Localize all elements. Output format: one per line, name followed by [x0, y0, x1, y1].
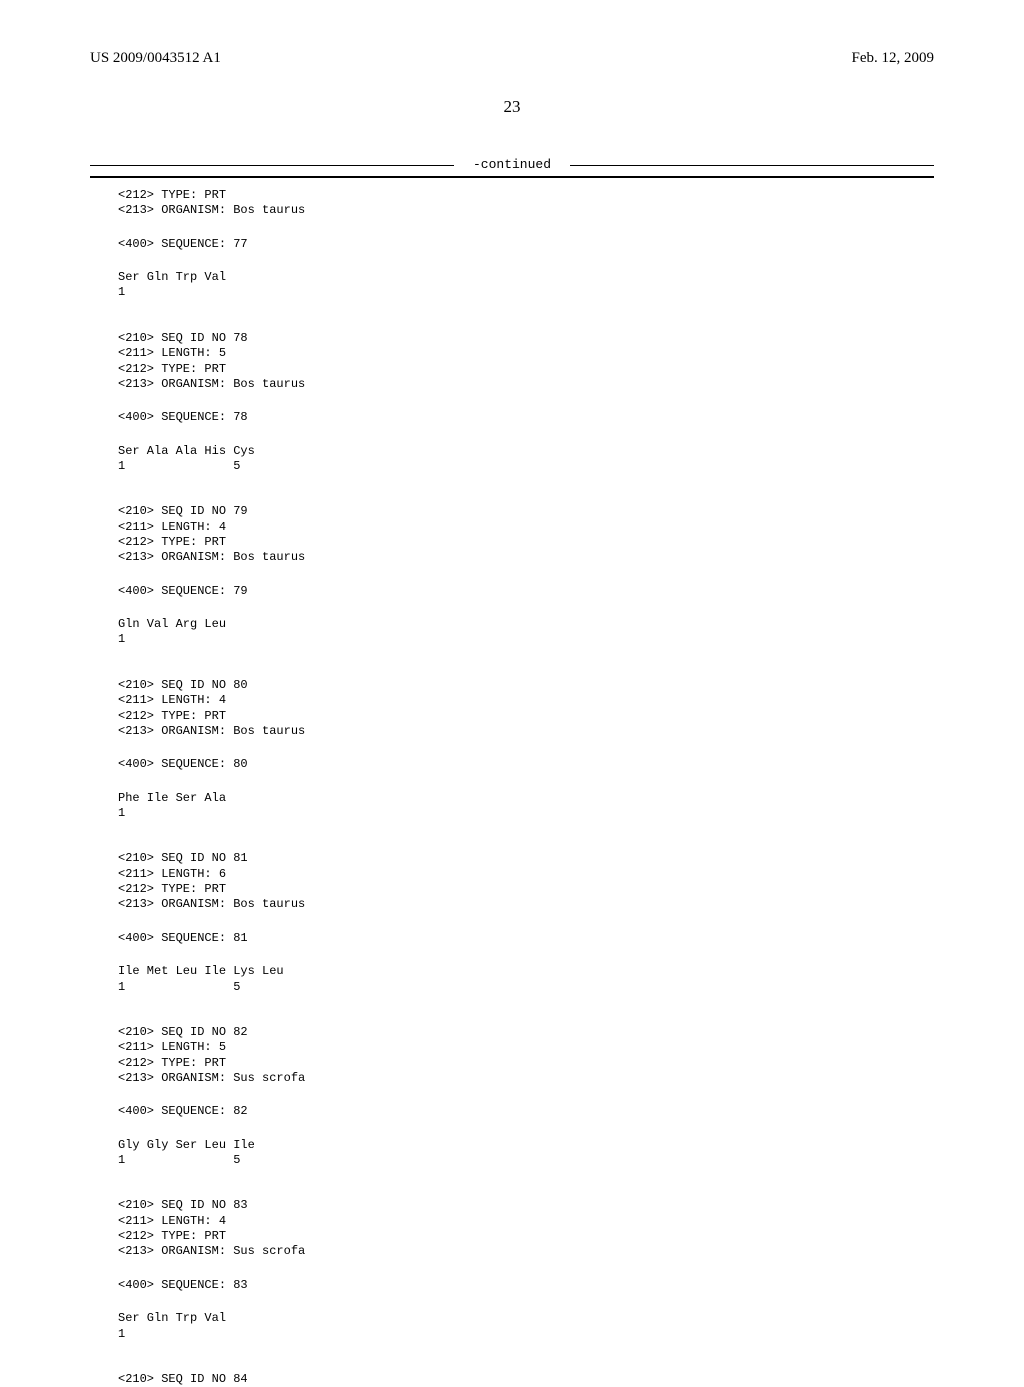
- seq-entry-residues: Gly Gly Ser Leu Ile 1 5: [118, 1138, 934, 1169]
- seq-entry-residues: Ser Gln Trp Val 1: [118, 270, 934, 301]
- continued-divider: -continued: [90, 157, 934, 172]
- listing-top-rule: [90, 176, 934, 178]
- seq-entry-tags: <210> SEQ ID NO 83 <211> LENGTH: 4 <212>…: [118, 1198, 934, 1259]
- seq-entry-residues: Ser Ala Ala His Cys 1 5: [118, 444, 934, 475]
- seq-entry-residues: Ile Met Leu Ile Lys Leu 1 5: [118, 964, 934, 995]
- seq-entry-sequence-line: <400> SEQUENCE: 80: [118, 757, 934, 772]
- seq-entry-tags: <210> SEQ ID NO 78 <211> LENGTH: 5 <212>…: [118, 331, 934, 392]
- seq-entry-sequence-line: <400> SEQUENCE: 77: [118, 237, 934, 252]
- seq-entry-sequence-line: <400> SEQUENCE: 81: [118, 931, 934, 946]
- seq-entry-sequence-line: <400> SEQUENCE: 78: [118, 410, 934, 425]
- publication-date: Feb. 12, 2009: [852, 50, 935, 67]
- seq-entry-tags: <210> SEQ ID NO 81 <211> LENGTH: 6 <212>…: [118, 851, 934, 912]
- seq-entry-tags: <210> SEQ ID NO 82 <211> LENGTH: 5 <212>…: [118, 1025, 934, 1086]
- seq-entry-sequence-line: <400> SEQUENCE: 79: [118, 584, 934, 599]
- continued-label: -continued: [90, 157, 934, 172]
- seq-entry-residues: Gln Val Arg Leu 1: [118, 617, 934, 648]
- seq-entry-residues: Ser Gln Trp Val 1: [118, 1311, 934, 1342]
- page-header: US 2009/0043512 A1 Feb. 12, 2009: [90, 50, 934, 67]
- page-number: 23: [90, 97, 934, 117]
- seq-entry-tags: <210> SEQ ID NO 79 <211> LENGTH: 4 <212>…: [118, 504, 934, 565]
- seq-entry-sequence-line: <400> SEQUENCE: 83: [118, 1278, 934, 1293]
- sequence-listing: <212> TYPE: PRT <213> ORGANISM: Bos taur…: [90, 188, 934, 1387]
- seq-entry-tags: <212> TYPE: PRT <213> ORGANISM: Bos taur…: [118, 188, 934, 219]
- seq-entry-residues: Phe Ile Ser Ala 1: [118, 791, 934, 822]
- seq-entry-tags: <210> SEQ ID NO 84: [118, 1372, 934, 1387]
- publication-number: US 2009/0043512 A1: [90, 50, 221, 67]
- seq-entry-sequence-line: <400> SEQUENCE: 82: [118, 1104, 934, 1119]
- seq-entry-tags: <210> SEQ ID NO 80 <211> LENGTH: 4 <212>…: [118, 678, 934, 739]
